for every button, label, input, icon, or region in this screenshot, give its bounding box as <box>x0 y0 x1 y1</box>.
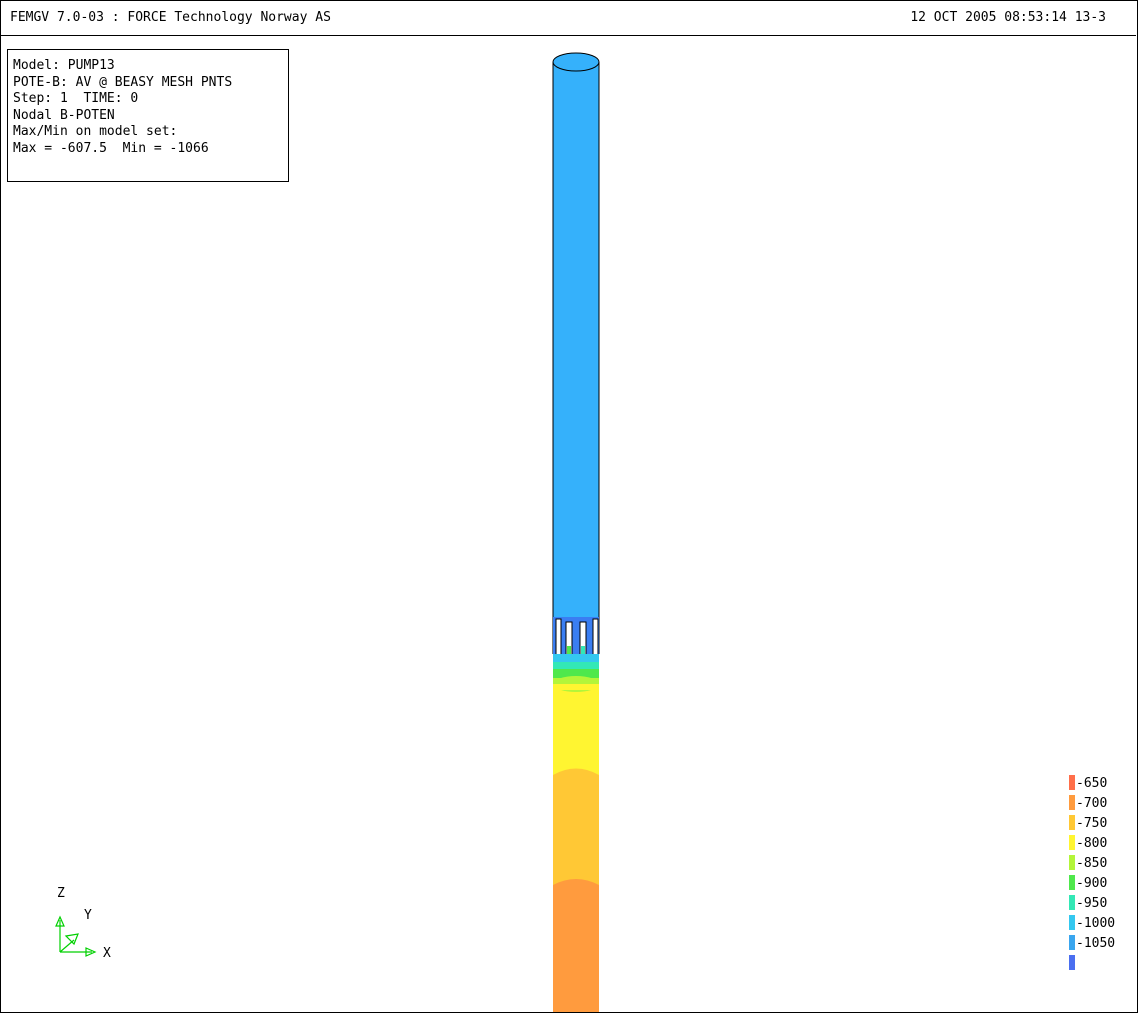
axis-triad-icon <box>55 915 97 957</box>
pipe-upper-section <box>553 62 599 654</box>
slot-2-fill <box>567 646 571 656</box>
info-line-maxmin-heading: Max/Min on model set: <box>13 124 178 139</box>
section-gold <box>553 775 599 885</box>
axis-x-label: X <box>103 946 111 961</box>
section-yellow <box>553 684 599 775</box>
legend-swatch <box>1069 895 1075 910</box>
model-info-box: Model: PUMP13 POTE-B: AV @ BEASY MESH PN… <box>7 49 289 182</box>
info-line-model: Model: PUMP13 <box>13 58 115 73</box>
app-title: FEMGV 7.0-03 : FORCE Technology Norway A… <box>10 10 331 25</box>
band-teal <box>553 662 599 669</box>
legend-swatch <box>1069 935 1075 950</box>
legend-swatch <box>1069 955 1075 970</box>
slot-3-fill <box>581 646 585 656</box>
info-line-step: Step: 1 TIME: 0 <box>13 91 139 106</box>
info-line-type: Nodal B-POTEN <box>13 107 115 123</box>
orange-top-curve <box>553 879 599 890</box>
legend-label: -1050 <box>1076 936 1116 951</box>
slot-4 <box>592 618 599 656</box>
legend-label: -800 <box>1076 836 1108 851</box>
legend-label: -750 <box>1076 816 1108 831</box>
legend-item <box>1069 953 1129 972</box>
legend-item: -650 <box>1069 773 1129 792</box>
legend-item: -800 <box>1069 833 1129 852</box>
band-blue <box>553 654 599 662</box>
legend-label: -700 <box>1076 796 1108 811</box>
axis-z-label: Z <box>57 886 65 901</box>
legend-item: -1000 <box>1069 913 1129 932</box>
axis-triad: Z Y X <box>48 886 118 966</box>
slot-1 <box>555 618 562 656</box>
legend-swatch <box>1069 835 1075 850</box>
legend-swatch <box>1069 815 1075 830</box>
legend-item: -750 <box>1069 813 1129 832</box>
legend-item: -700 <box>1069 793 1129 812</box>
legend-label: -950 <box>1076 896 1108 911</box>
legend-item: -1050 <box>1069 933 1129 952</box>
legend-label: -850 <box>1076 856 1108 871</box>
legend-swatch <box>1069 875 1075 890</box>
legend-label: -650 <box>1076 776 1108 791</box>
legend-label: -900 <box>1076 876 1108 891</box>
legend-item: -950 <box>1069 893 1129 912</box>
timestamp: 12 OCT 2005 08:53:14 13-3 <box>910 10 1106 25</box>
legend-swatch <box>1069 855 1075 870</box>
legend-label: -1000 <box>1076 916 1116 931</box>
pipe-model <box>552 52 600 1012</box>
section-orange <box>553 885 599 1012</box>
pipe-top-cap <box>552 52 600 72</box>
legend-swatch <box>1069 915 1075 930</box>
color-legend: -650 -700 -750 -800 -850 -900 -950 -1000… <box>1069 773 1129 983</box>
info-line-maxmin-values: Max = -607.5 Min = -1066 <box>13 140 209 156</box>
gold-top-curve <box>553 768 599 780</box>
legend-swatch <box>1069 795 1075 810</box>
axis-y-label: Y <box>84 908 92 923</box>
yellow-top-fill <box>553 684 599 690</box>
legend-item: -850 <box>1069 853 1129 872</box>
legend-swatch <box>1069 775 1075 790</box>
info-line-result: POTE-B: AV @ BEASY MESH PNTS <box>13 74 233 90</box>
band-green <box>553 669 599 678</box>
legend-item: -900 <box>1069 873 1129 892</box>
title-bar: FEMGV 7.0-03 : FORCE Technology Norway A… <box>0 0 1136 36</box>
